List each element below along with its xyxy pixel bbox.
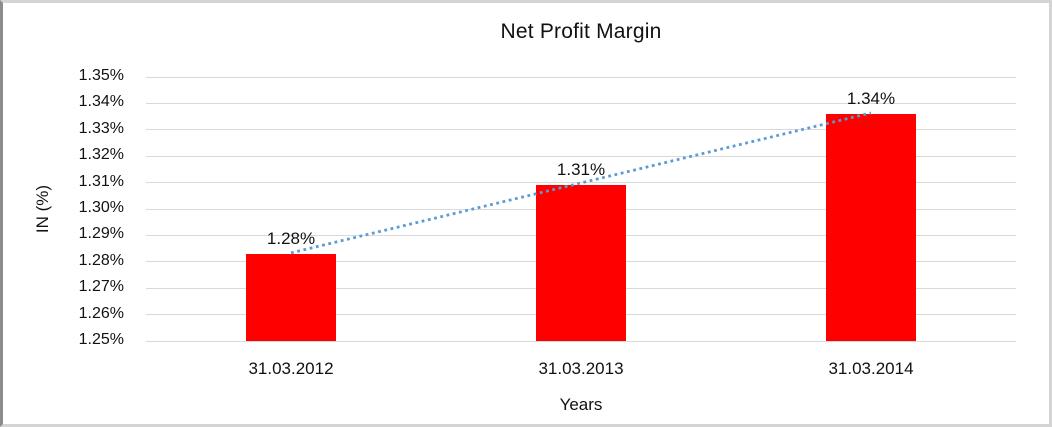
bar-data-label: 1.28% xyxy=(266,228,316,248)
y-tick-label: 1.25% xyxy=(78,331,124,348)
x-axis-title: Years xyxy=(559,395,603,414)
x-tick-label: 31.03.2014 xyxy=(828,359,914,378)
y-tick-label: 1.33% xyxy=(78,119,124,137)
y-tick-label: 1.34% xyxy=(78,93,124,111)
chart-title: Net Profit Margin xyxy=(500,20,662,43)
gridline xyxy=(146,340,1016,342)
gridline xyxy=(146,76,1016,78)
gridline xyxy=(146,102,1016,104)
x-tick-label: 31.03.2013 xyxy=(538,359,624,378)
plot-area: 1.28% 1.31% 1.34% xyxy=(146,76,1016,342)
y-tick-label: 1.31% xyxy=(78,172,124,190)
y-tick-label: 1.28% xyxy=(78,251,124,269)
bar-31.03.2012[interactable] xyxy=(246,253,336,341)
y-tick-label: 1.26% xyxy=(78,304,124,322)
bar-31.03.2013[interactable] xyxy=(536,185,626,341)
y-axis-title: IN (%) xyxy=(33,184,52,234)
x-tick-label: 31.03.2012 xyxy=(248,359,334,378)
y-tick-label: 1.27% xyxy=(78,278,124,296)
bar-data-label: 1.34% xyxy=(846,88,896,108)
bar-31.03.2014[interactable] xyxy=(826,113,916,341)
bar-data-label: 1.31% xyxy=(556,160,606,180)
y-tick-label: 1.30% xyxy=(78,199,124,216)
y-tick-label: 1.35% xyxy=(78,67,124,84)
y-tick-label: 1.29% xyxy=(78,225,124,243)
y-tick-label: 1.32% xyxy=(78,146,124,164)
